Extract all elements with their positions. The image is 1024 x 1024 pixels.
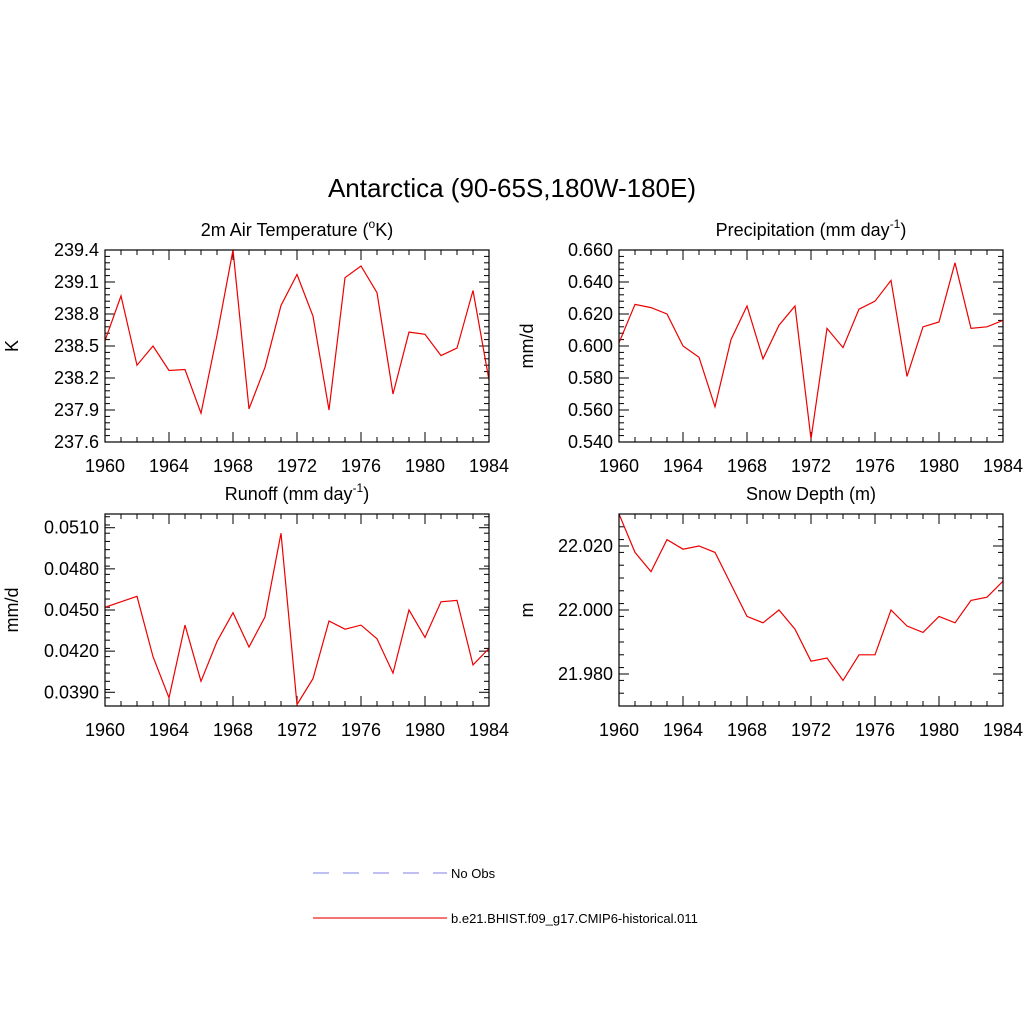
x-tick-label: 1972 [277,456,317,476]
legend: No Obs b.e21.BHIST.f09_g17.CMIP6-historic… [313,866,698,926]
x-tick-label: 1968 [213,720,253,740]
chart-panel-1: 2m Air Temperature (oK) 237.6 237.9 238.2 23… [2,217,509,476]
chart-title: Snow Depth (m) [746,484,876,504]
x-tick-label: 1964 [663,720,703,740]
y-axis-label: mm/d [2,588,22,633]
series-line [105,533,489,706]
y-tick-label: 21.980 [558,664,613,684]
y-tick-label: 0.0480 [44,559,99,579]
y-axis-label: m [517,603,537,618]
y-tick-label: 239.4 [54,240,99,260]
x-tick-label: 1976 [855,456,895,476]
x-tick-label: 1972 [791,456,831,476]
x-tick-label: 1976 [855,720,895,740]
x-tick-label: 1960 [599,720,639,740]
y-tick-label: 0.600 [568,336,613,356]
x-tick-label: 1960 [85,720,125,740]
x-tick-label: 1984 [983,456,1023,476]
x-tick-label: 1964 [663,456,703,476]
y-tick-label: 238.2 [54,368,99,388]
x-tick-label: 1972 [277,720,317,740]
y-tick-label: 0.540 [568,432,613,452]
legend-label-2: b.e21.BHIST.f09_g17.CMIP6-historical.011 [451,911,698,926]
chart-panel-3: Runoff (mm day-1) 0.0390 0.0420 0.0450 0.048… [2,481,509,740]
plot-frame [104,249,490,443]
y-tick-label: 0.0420 [44,641,99,661]
x-tick-label: 1968 [727,456,767,476]
x-tick-label: 1960 [85,456,125,476]
x-tick-label: 1960 [599,456,639,476]
panels: 2m Air Temperature (oK) 237.6 237.9 238.2 23… [2,217,1023,740]
y-tick-label: 237.9 [54,400,99,420]
y-tick-label: 0.640 [568,272,613,292]
chart-title: Precipitation (mm day-1) [716,217,907,240]
series-line [619,514,1003,682]
plot-frame [104,513,490,707]
figure-title: Antarctica (90-65S,180W-180E) [328,173,696,203]
chart-title: 2m Air Temperature (oK) [201,217,393,240]
x-tick-label: 1980 [919,720,959,740]
series-line [619,262,1003,439]
x-tick-label: 1984 [469,720,509,740]
x-tick-label: 1984 [469,456,509,476]
y-tick-label: 239.1 [54,272,99,292]
x-tick-label: 1972 [791,720,831,740]
y-tick-label: 22.000 [558,600,613,620]
y-tick-label: 0.580 [568,368,613,388]
y-tick-label: 0.560 [568,400,613,420]
y-tick-label: 0.0510 [44,518,99,538]
x-tick-label: 1984 [983,720,1023,740]
chart-panel-2: Precipitation (mm day-1) 0.540 0.560 0.580 0… [517,217,1023,476]
x-tick-label: 1980 [405,720,445,740]
chart-panel-4: Snow Depth (m) 21.980 22.000 22.020 1960 1964… [517,484,1023,740]
x-tick-label: 1976 [341,456,381,476]
y-axis-label: mm/d [517,324,537,369]
x-tick-label: 1968 [727,720,767,740]
y-tick-label: 238.8 [54,304,99,324]
y-tick-label: 237.6 [54,432,99,452]
y-tick-label: 0.0390 [44,682,99,702]
y-tick-label: 238.5 [54,336,99,356]
plot-frame [618,513,1004,707]
y-tick-label: 0.620 [568,304,613,324]
y-tick-label: 0.0450 [44,600,99,620]
y-axis-label: K [2,340,22,352]
y-tick-label: 22.020 [558,536,613,556]
x-tick-label: 1980 [405,456,445,476]
x-tick-label: 1980 [919,456,959,476]
x-tick-label: 1964 [149,456,189,476]
chart-title: Runoff (mm day-1) [225,481,369,504]
y-tick-label: 0.660 [568,240,613,260]
x-tick-label: 1976 [341,720,381,740]
x-tick-label: 1964 [149,720,189,740]
x-tick-label: 1968 [213,456,253,476]
series-line [105,250,489,416]
legend-label-1: No Obs [451,866,496,881]
plot-frame [618,249,1004,443]
